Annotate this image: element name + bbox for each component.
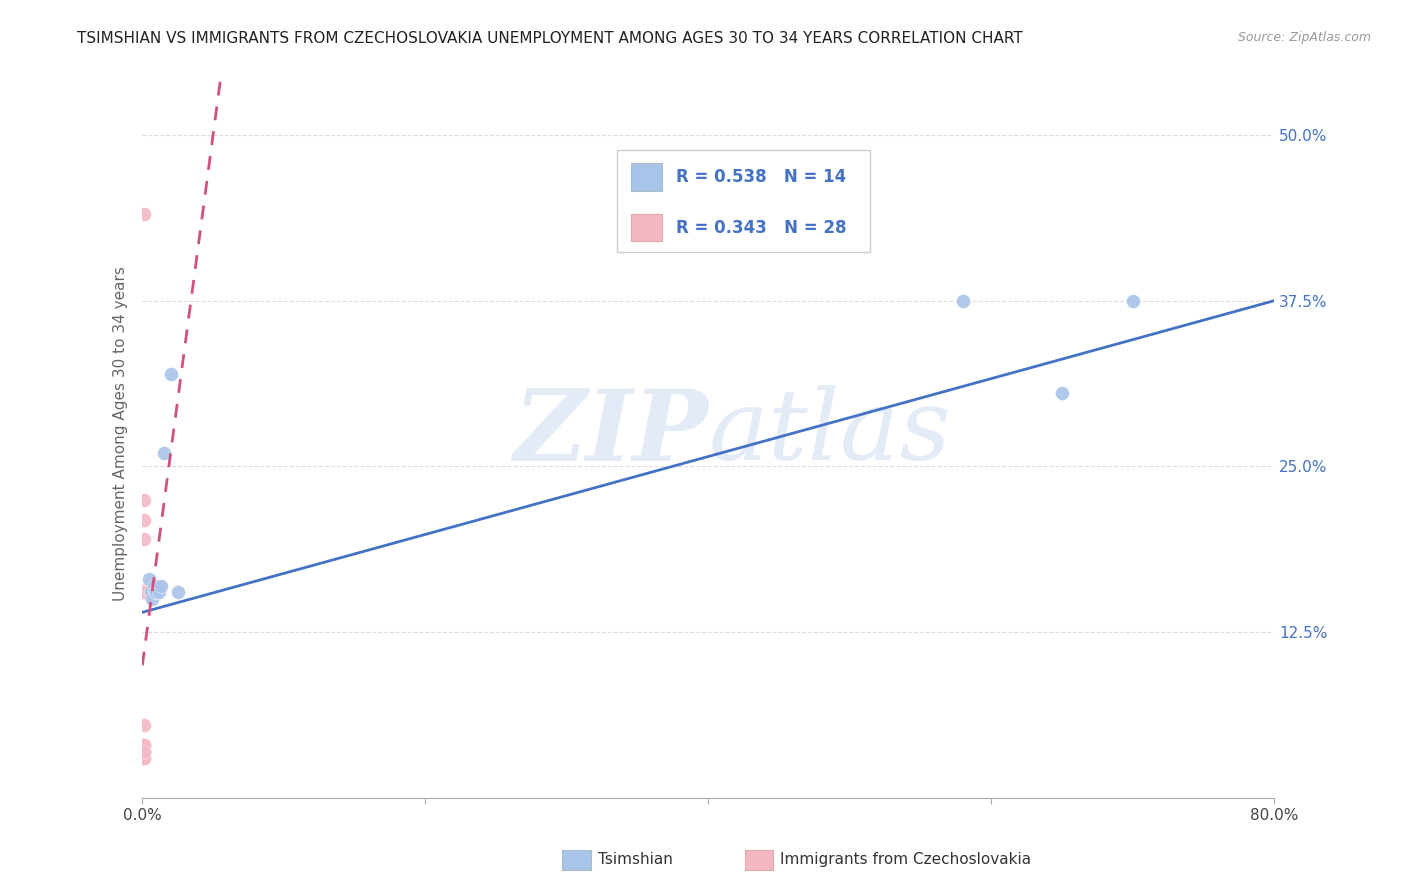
Point [132,738,155,752]
Point [132,738,155,752]
Point [132,745,155,759]
Text: atlas: atlas [709,385,950,481]
Point [132,745,155,759]
Point [138,579,160,593]
Point [1050,386,1073,401]
Point [132,718,155,732]
Point [132,738,155,752]
Point [148,585,170,599]
Y-axis label: Unemployment Among Ages 30 to 34 years: Unemployment Among Ages 30 to 34 years [114,266,128,600]
Point [132,745,155,759]
Point [132,207,155,221]
Point [132,751,155,765]
Text: Source: ZipAtlas.com: Source: ZipAtlas.com [1237,31,1371,45]
Point [132,745,155,759]
Point [138,572,160,586]
Point [149,579,172,593]
Point [132,745,155,759]
Point [132,512,155,526]
Point [143,585,166,599]
Point [145,585,167,599]
Text: Tsimshian: Tsimshian [598,853,672,867]
Point [152,446,174,460]
Point [132,492,155,507]
Text: ZIP: ZIP [513,385,709,482]
Point [159,367,181,381]
Point [132,738,155,752]
Text: TSIMSHIAN VS IMMIGRANTS FROM CZECHOSLOVAKIA UNEMPLOYMENT AMONG AGES 30 TO 34 YEA: TSIMSHIAN VS IMMIGRANTS FROM CZECHOSLOVA… [77,31,1024,46]
Point [132,738,155,752]
Point [132,745,155,759]
Point [132,533,155,547]
Point [132,745,155,759]
Point [139,585,162,599]
Point [132,738,155,752]
Point [166,585,188,599]
Point [132,745,155,759]
Point [132,738,155,752]
Point [132,585,155,599]
Point [1122,293,1144,308]
Point [141,592,163,607]
Text: Immigrants from Czechoslovakia: Immigrants from Czechoslovakia [780,853,1032,867]
Point [132,738,155,752]
Point [132,738,155,752]
Point [145,579,167,593]
Point [142,579,165,593]
Point [952,293,974,308]
Point [132,751,155,765]
Text: R = 0.538   N = 14: R = 0.538 N = 14 [676,168,846,186]
Point [132,751,155,765]
Text: R = 0.343   N = 28: R = 0.343 N = 28 [676,219,846,236]
